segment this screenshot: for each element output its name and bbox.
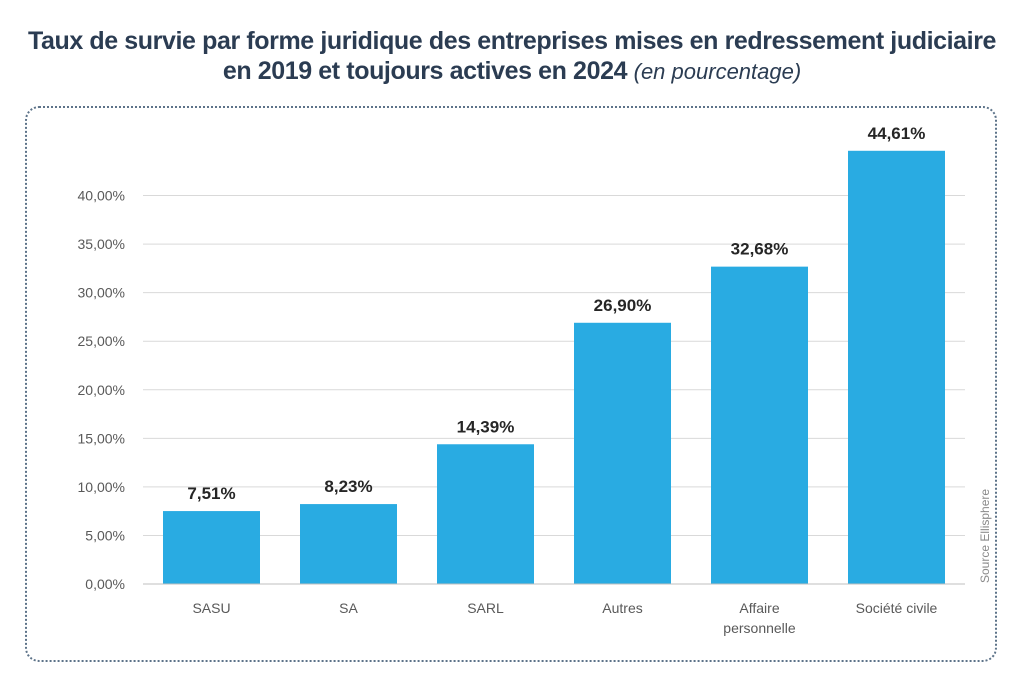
x-tick-label: Autres [602,600,642,616]
data-label: 7,51% [187,484,235,503]
y-tick-label: 15,00% [78,430,125,446]
bar [711,266,808,584]
data-label: 44,61% [868,124,926,143]
y-tick-label: 30,00% [78,285,125,301]
data-label: 32,68% [731,240,789,259]
data-label: 26,90% [594,296,652,315]
x-tick-label: Affaire [739,600,779,616]
bar [848,150,945,584]
y-tick-label: 35,00% [78,236,125,252]
chart-title: Taux de survie par forme juridique des e… [0,26,1024,87]
y-tick-label: 5,00% [85,527,125,543]
data-label: 14,39% [457,417,515,436]
chart-frame [25,106,997,662]
bar [437,444,534,584]
x-tick-label: Société civile [856,600,938,616]
x-tick-label: SARL [467,600,504,616]
chart-title-line1: Taux de survie par forme juridique des e… [27,27,997,55]
bar [300,504,397,584]
bar [574,322,671,584]
chart-title-line2: en 2019 et toujours actives en 2024 (en … [0,56,1024,87]
y-tick-label: 25,00% [78,333,125,349]
chart-title-unit-note: (en pourcentage) [633,59,802,84]
y-tick-label: 0,00% [85,576,125,592]
source-note: Source Ellisphere [978,488,992,583]
x-tick-label: personnelle [723,620,796,636]
chart-title-line2-text: en 2019 et toujours actives en 2024 [222,57,628,85]
y-tick-label: 20,00% [78,382,125,398]
x-tick-label: SA [339,600,358,616]
y-tick-label: 10,00% [78,479,125,495]
bar [163,511,260,584]
y-tick-label: 40,00% [78,188,125,204]
x-tick-label: SASU [192,600,230,616]
data-label: 8,23% [324,477,372,496]
